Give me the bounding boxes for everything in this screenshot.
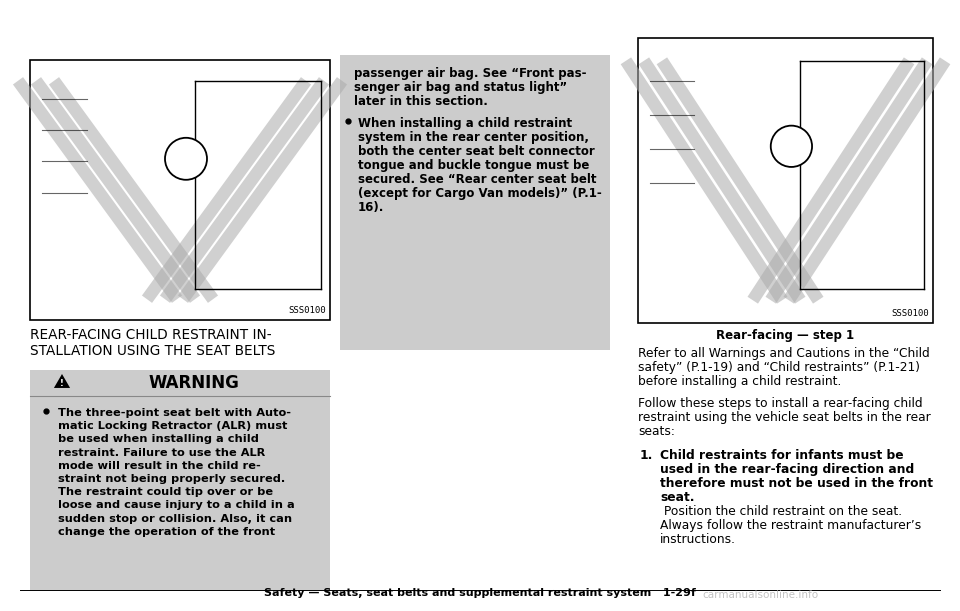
Polygon shape xyxy=(54,374,70,388)
Text: seats:: seats: xyxy=(638,425,675,438)
FancyBboxPatch shape xyxy=(30,60,330,320)
Text: later in this section.: later in this section. xyxy=(354,95,488,108)
Text: When installing a child restraint: When installing a child restraint xyxy=(358,117,572,130)
Text: be used when installing a child: be used when installing a child xyxy=(58,434,259,444)
Text: Rear-facing — step 1: Rear-facing — step 1 xyxy=(716,329,854,342)
Text: REAR-FACING CHILD RESTRAINT IN-: REAR-FACING CHILD RESTRAINT IN- xyxy=(30,328,272,342)
Text: senger air bag and status light”: senger air bag and status light” xyxy=(354,81,567,94)
Text: The three-point seat belt with Auto-: The three-point seat belt with Auto- xyxy=(58,408,291,418)
Text: carmanualsonline.info: carmanualsonline.info xyxy=(702,590,818,600)
Text: tongue and buckle tongue must be: tongue and buckle tongue must be xyxy=(358,159,589,172)
Text: restraint. Failure to use the ALR: restraint. Failure to use the ALR xyxy=(58,448,265,458)
Text: straint not being properly secured.: straint not being properly secured. xyxy=(58,474,285,484)
Circle shape xyxy=(771,126,812,167)
FancyBboxPatch shape xyxy=(340,55,610,350)
Text: 16).: 16). xyxy=(358,201,384,214)
Text: 1.: 1. xyxy=(640,449,654,462)
Text: both the center seat belt connector: both the center seat belt connector xyxy=(358,145,595,158)
Text: Always follow the restraint manufacturer’s: Always follow the restraint manufacturer… xyxy=(660,519,922,532)
Text: sudden stop or collision. Also, it can: sudden stop or collision. Also, it can xyxy=(58,514,292,524)
FancyBboxPatch shape xyxy=(638,38,933,323)
Text: Position the child restraint on the seat.: Position the child restraint on the seat… xyxy=(660,505,902,518)
Text: !: ! xyxy=(60,379,64,389)
Text: STALLATION USING THE SEAT BELTS: STALLATION USING THE SEAT BELTS xyxy=(30,344,276,358)
Text: instructions.: instructions. xyxy=(660,533,736,546)
Text: SSS0100: SSS0100 xyxy=(892,309,929,318)
Circle shape xyxy=(165,138,207,180)
Text: The restraint could tip over or be: The restraint could tip over or be xyxy=(58,487,274,497)
FancyBboxPatch shape xyxy=(30,370,330,590)
Text: system in the rear center position,: system in the rear center position, xyxy=(358,131,589,144)
Text: passenger air bag. See “Front pas-: passenger air bag. See “Front pas- xyxy=(354,67,587,80)
Text: before installing a child restraint.: before installing a child restraint. xyxy=(638,375,841,388)
Text: loose and cause injury to a child in a: loose and cause injury to a child in a xyxy=(58,500,295,510)
Text: Refer to all Warnings and Cautions in the “Child: Refer to all Warnings and Cautions in th… xyxy=(638,347,929,360)
Text: matic Locking Retractor (ALR) must: matic Locking Retractor (ALR) must xyxy=(58,421,287,431)
Text: change the operation of the front: change the operation of the front xyxy=(58,527,276,537)
Text: secured. See “Rear center seat belt: secured. See “Rear center seat belt xyxy=(358,173,596,186)
Text: Follow these steps to install a rear-facing child: Follow these steps to install a rear-fac… xyxy=(638,397,923,410)
Text: seat.: seat. xyxy=(660,491,694,504)
Text: SSS0100: SSS0100 xyxy=(288,306,326,315)
Text: therefore must not be used in the front: therefore must not be used in the front xyxy=(660,477,933,490)
Text: restraint using the vehicle seat belts in the rear: restraint using the vehicle seat belts i… xyxy=(638,411,931,424)
Text: Child restraints for infants must be: Child restraints for infants must be xyxy=(660,449,903,462)
Text: WARNING: WARNING xyxy=(149,374,239,392)
Text: used in the rear-facing direction and: used in the rear-facing direction and xyxy=(660,463,914,476)
Text: Safety — Seats, seat belts and supplemental restraint system   1-29f: Safety — Seats, seat belts and supplemen… xyxy=(264,588,696,598)
Text: (except for Cargo Van models)” (P.1-: (except for Cargo Van models)” (P.1- xyxy=(358,187,602,200)
Text: mode will result in the child re-: mode will result in the child re- xyxy=(58,461,261,471)
Text: safety” (P.1-19) and “Child restraints” (P.1-21): safety” (P.1-19) and “Child restraints” … xyxy=(638,361,920,374)
